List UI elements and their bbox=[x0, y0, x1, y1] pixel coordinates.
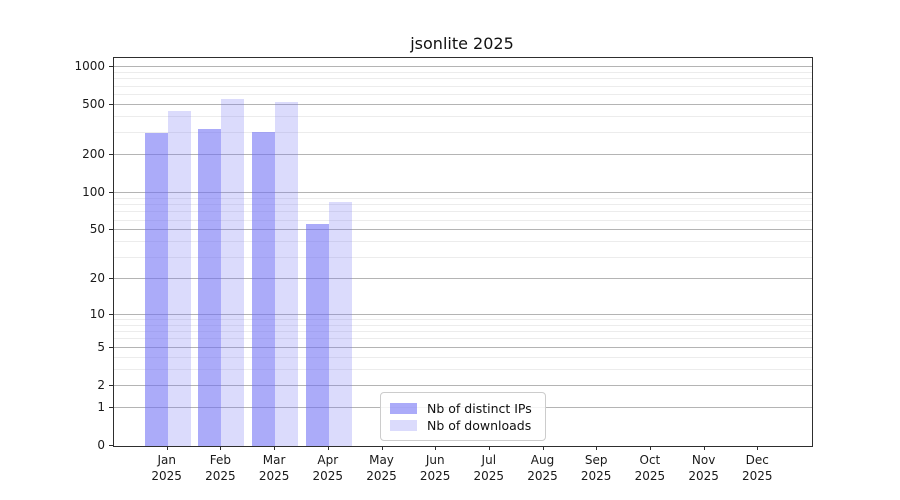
x-tick-mark bbox=[220, 446, 222, 450]
y-tick-mark bbox=[109, 407, 113, 408]
plot-area bbox=[113, 57, 813, 447]
legend-label: Nb of distinct IPs bbox=[427, 400, 532, 416]
gridline bbox=[114, 191, 812, 193]
bar-jan-downloads bbox=[167, 111, 191, 446]
gridline bbox=[114, 324, 812, 326]
x-tick-label: May 2025 bbox=[366, 453, 397, 483]
bar-feb-downloads bbox=[221, 99, 245, 446]
x-tick-label: Jun 2025 bbox=[419, 453, 451, 483]
x-tick-mark bbox=[649, 446, 651, 450]
bar-mar-distinct-ips bbox=[252, 132, 276, 446]
y-tick-mark bbox=[109, 445, 113, 446]
gridline bbox=[114, 104, 812, 105]
y-tick-label: 50 bbox=[89, 222, 105, 237]
y-tick-mark bbox=[109, 104, 113, 105]
x-tick-label: Mar 2025 bbox=[258, 453, 290, 483]
gridline bbox=[114, 204, 812, 205]
y-tick-label: 1 bbox=[97, 400, 105, 414]
y-tick-mark bbox=[109, 229, 113, 231]
y-tick-label: 5 bbox=[97, 339, 105, 354]
y-tick-label: 100 bbox=[82, 184, 105, 199]
x-tick-label: Dec 2025 bbox=[742, 453, 773, 483]
legend-swatch-distinct-ips-icon bbox=[390, 402, 417, 414]
x-tick-label: Jan 2025 bbox=[151, 453, 182, 483]
y-tick-mark bbox=[109, 66, 113, 68]
x-tick-mark bbox=[488, 446, 490, 450]
x-tick-label: Sep 2025 bbox=[580, 453, 612, 483]
x-tick-label: Aug 2025 bbox=[527, 453, 558, 483]
gridline bbox=[114, 346, 812, 348]
bar-jan-distinct-ips bbox=[144, 133, 168, 446]
x-tick-mark bbox=[274, 446, 276, 450]
y-tick-mark bbox=[109, 346, 113, 348]
gridline bbox=[114, 154, 812, 156]
bar-mar-downloads bbox=[275, 101, 299, 446]
gridline bbox=[114, 66, 812, 68]
gridline bbox=[114, 85, 812, 87]
x-tick-mark bbox=[381, 446, 383, 450]
y-tick-label: 1000 bbox=[74, 59, 105, 74]
gridline bbox=[114, 241, 812, 243]
x-tick-label: Feb 2025 bbox=[205, 453, 236, 483]
y-tick-mark bbox=[109, 313, 113, 315]
gridline bbox=[114, 338, 812, 340]
legend: Nb of distinct IPs Nb of downloads bbox=[380, 392, 546, 441]
gridline bbox=[114, 132, 812, 133]
legend-label: Nb of downloads bbox=[427, 417, 532, 433]
gridline bbox=[114, 78, 812, 80]
y-tick-mark bbox=[109, 278, 113, 279]
gridline bbox=[114, 71, 812, 73]
gridline bbox=[114, 369, 812, 370]
x-tick-label: Jul 2025 bbox=[473, 453, 505, 483]
y-tick-label: 500 bbox=[82, 97, 105, 111]
gridline bbox=[114, 384, 812, 386]
gridline bbox=[114, 356, 812, 358]
gridline bbox=[114, 256, 812, 258]
y-tick-mark bbox=[109, 154, 113, 156]
x-tick-label: Oct 2025 bbox=[634, 453, 666, 483]
legend-item: Nb of distinct IPs bbox=[390, 400, 536, 416]
legend-item: Nb of downloads bbox=[390, 417, 536, 433]
y-tick-label: 0 bbox=[97, 438, 105, 452]
gridline bbox=[114, 330, 812, 332]
y-tick-mark bbox=[109, 191, 113, 193]
bar-feb-distinct-ips bbox=[198, 129, 222, 446]
gridline bbox=[114, 313, 812, 315]
gridline bbox=[114, 278, 812, 279]
x-tick-mark bbox=[757, 446, 759, 450]
x-tick-mark bbox=[327, 446, 329, 450]
gridline bbox=[114, 229, 812, 231]
y-tick-label: 20 bbox=[89, 271, 105, 285]
x-tick-mark bbox=[596, 446, 598, 450]
bar-apr-downloads bbox=[328, 201, 352, 446]
gridline bbox=[114, 116, 812, 118]
x-tick-label: Apr 2025 bbox=[312, 453, 344, 483]
bar-apr-distinct-ips bbox=[305, 224, 329, 446]
x-tick-mark bbox=[166, 446, 168, 450]
gridline bbox=[114, 197, 812, 199]
x-tick-label: Nov 2025 bbox=[688, 453, 719, 483]
y-tick-mark bbox=[109, 384, 113, 386]
x-tick-mark bbox=[703, 446, 705, 450]
x-tick-mark bbox=[435, 446, 437, 450]
gridline bbox=[114, 318, 812, 320]
gridline bbox=[114, 211, 812, 213]
y-tick-label: 2 bbox=[97, 377, 105, 392]
gridline bbox=[114, 219, 812, 221]
y-tick-label: 200 bbox=[82, 147, 105, 162]
y-tick-label: 10 bbox=[89, 306, 105, 321]
legend-swatch-downloads-icon bbox=[390, 419, 417, 431]
gridline bbox=[114, 94, 812, 96]
x-tick-mark bbox=[542, 446, 544, 450]
chart-title: jsonlite 2025 bbox=[410, 34, 514, 53]
